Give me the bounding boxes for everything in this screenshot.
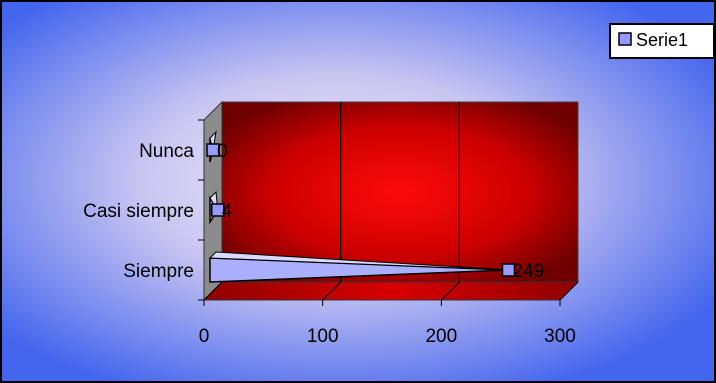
y-tick-label-2: Nunca [139, 141, 194, 162]
labels: 0 100 200 300 Siempre 249 Casi siempre 4 Nunca 0 [83, 141, 576, 347]
floor-gridline-100 [322, 281, 342, 301]
marker-2 [206, 143, 220, 157]
data-label-0: 249 [512, 261, 544, 282]
x-tick-label-100: 100 [307, 326, 339, 347]
data-label-1: 4 [222, 201, 233, 222]
bar-top-0 [208, 251, 509, 271]
y-tick-label-0: Siempre [123, 261, 194, 282]
bars [206, 130, 516, 283]
x-tick-label-200: 200 [425, 326, 457, 347]
legend-marker-series1 [618, 32, 632, 46]
y-tick-label-1: Casi siempre [83, 201, 194, 222]
floor-gridline-300 [559, 281, 579, 301]
legend: Serie1 [609, 23, 714, 59]
marker-1 [210, 203, 225, 217]
marker-0 [501, 263, 516, 277]
back-wall [221, 101, 579, 283]
floor-gridline-200 [440, 281, 460, 301]
gridlines [203, 102, 579, 301]
data-label-2: 0 [217, 141, 228, 162]
x-tick-label-0: 0 [199, 326, 210, 347]
axis-ticks [198, 119, 561, 306]
x-tick-label-300: 300 [544, 326, 576, 347]
floor-gridline-0 [203, 281, 223, 301]
legend-label-series1: Serie1 [636, 30, 688, 50]
floor [202, 281, 580, 301]
